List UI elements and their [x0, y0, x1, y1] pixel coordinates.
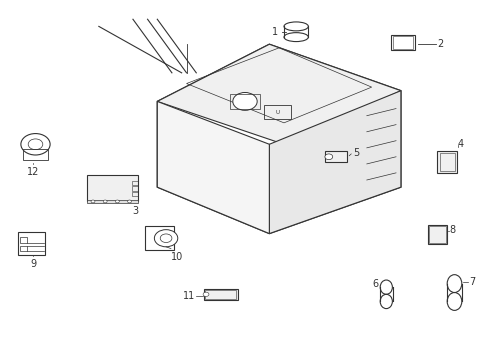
Text: 10: 10	[171, 252, 183, 262]
Text: 8: 8	[450, 225, 456, 235]
Circle shape	[21, 134, 50, 155]
Circle shape	[127, 200, 131, 203]
Circle shape	[28, 139, 43, 150]
Circle shape	[116, 200, 119, 203]
Polygon shape	[270, 91, 401, 234]
FancyBboxPatch shape	[87, 175, 138, 202]
Text: 1: 1	[271, 27, 278, 37]
Text: 9: 9	[30, 259, 36, 269]
FancyBboxPatch shape	[87, 200, 138, 203]
Text: 3: 3	[132, 206, 138, 216]
Text: 6: 6	[372, 279, 378, 289]
Text: 11: 11	[183, 291, 196, 301]
Text: U: U	[276, 110, 280, 114]
Text: 2: 2	[438, 39, 444, 49]
Text: 5: 5	[353, 148, 359, 158]
FancyBboxPatch shape	[428, 225, 447, 244]
FancyBboxPatch shape	[203, 289, 238, 300]
Text: 12: 12	[27, 167, 39, 177]
Text: 4: 4	[458, 139, 464, 149]
Circle shape	[154, 230, 178, 247]
FancyBboxPatch shape	[325, 152, 347, 162]
Polygon shape	[157, 102, 270, 234]
Circle shape	[233, 93, 257, 111]
Text: 7: 7	[469, 277, 475, 287]
Circle shape	[203, 292, 209, 296]
Circle shape	[325, 154, 333, 159]
Circle shape	[91, 200, 95, 203]
Circle shape	[103, 200, 107, 203]
FancyBboxPatch shape	[438, 152, 457, 173]
Circle shape	[160, 234, 172, 243]
Polygon shape	[157, 44, 401, 144]
